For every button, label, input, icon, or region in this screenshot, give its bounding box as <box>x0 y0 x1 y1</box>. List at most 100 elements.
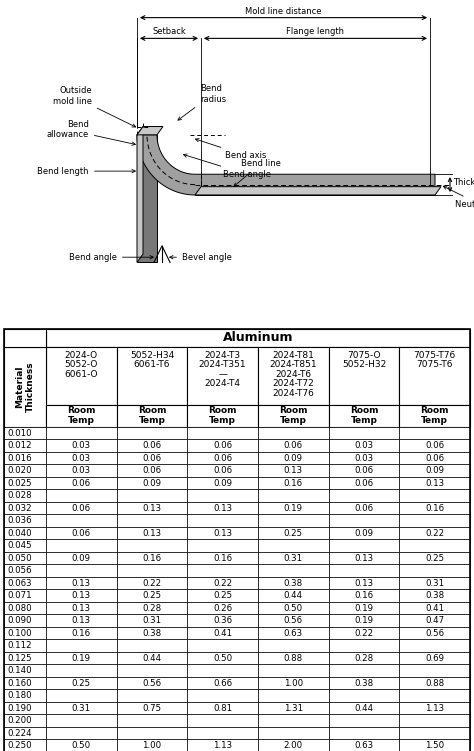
Bar <box>117 405 187 427</box>
Text: 0.31: 0.31 <box>284 553 303 562</box>
Bar <box>117 490 187 502</box>
Bar <box>4 702 46 714</box>
Bar <box>258 514 328 527</box>
Bar <box>399 405 470 427</box>
Bar <box>117 665 187 677</box>
Text: 0.66: 0.66 <box>213 679 232 688</box>
Text: Bend axis: Bend axis <box>196 138 266 160</box>
Bar <box>187 464 258 477</box>
Bar <box>117 347 187 405</box>
Text: 5052-H32: 5052-H32 <box>342 360 386 369</box>
Bar <box>46 427 117 439</box>
Bar <box>399 552 470 564</box>
Text: 0.75: 0.75 <box>143 704 162 713</box>
Bar <box>258 427 328 439</box>
Text: 0.22: 0.22 <box>143 578 162 587</box>
Text: 0.16: 0.16 <box>72 629 91 638</box>
Bar <box>399 627 470 639</box>
Text: 2024-T72: 2024-T72 <box>273 379 314 388</box>
Bar <box>187 539 258 552</box>
Bar <box>187 477 258 490</box>
Text: 2024-T4: 2024-T4 <box>205 379 241 388</box>
Bar <box>4 677 46 689</box>
Text: 0.22: 0.22 <box>425 529 444 538</box>
Bar <box>328 347 399 405</box>
Bar <box>328 527 399 539</box>
Bar <box>258 564 328 577</box>
Text: 0.31: 0.31 <box>425 578 444 587</box>
Text: 5052-H34: 5052-H34 <box>130 351 174 360</box>
Text: 0.06: 0.06 <box>72 478 91 487</box>
Text: Room
Temp: Room Temp <box>279 406 308 426</box>
Bar <box>117 527 187 539</box>
Bar <box>258 689 328 702</box>
Text: 1.00: 1.00 <box>284 679 303 688</box>
Text: 0.41: 0.41 <box>425 604 444 613</box>
Text: 0.22: 0.22 <box>355 629 374 638</box>
Bar <box>117 740 187 751</box>
Text: 0.180: 0.180 <box>7 691 32 700</box>
Bar <box>117 627 187 639</box>
Text: 1.50: 1.50 <box>425 741 444 750</box>
Text: 0.63: 0.63 <box>284 629 303 638</box>
Bar <box>117 514 187 527</box>
Text: 0.06: 0.06 <box>213 466 232 475</box>
Text: 0.06: 0.06 <box>284 441 303 450</box>
Bar <box>258 702 328 714</box>
Text: 5052-O: 5052-O <box>64 360 98 369</box>
Text: 0.036: 0.036 <box>7 516 32 525</box>
Bar <box>187 639 258 652</box>
Bar <box>399 577 470 590</box>
Text: 2024-T76: 2024-T76 <box>273 389 314 398</box>
Bar <box>399 639 470 652</box>
Bar <box>328 590 399 602</box>
Bar <box>187 405 258 427</box>
Text: 0.03: 0.03 <box>72 466 91 475</box>
Bar <box>328 677 399 689</box>
Bar <box>258 714 328 727</box>
Bar <box>117 477 187 490</box>
Bar <box>4 527 46 539</box>
Text: 0.28: 0.28 <box>143 604 162 613</box>
Bar <box>46 514 117 527</box>
Bar <box>117 727 187 740</box>
Text: 0.040: 0.040 <box>7 529 32 538</box>
Text: 0.13: 0.13 <box>284 466 303 475</box>
Text: 0.22: 0.22 <box>213 578 232 587</box>
Text: 0.13: 0.13 <box>72 591 91 600</box>
Bar <box>4 347 46 427</box>
Text: 0.38: 0.38 <box>284 578 303 587</box>
Bar <box>399 452 470 464</box>
Bar <box>258 727 328 740</box>
Text: 0.080: 0.080 <box>7 604 32 613</box>
Text: Bend length: Bend length <box>37 167 135 176</box>
Text: 0.16: 0.16 <box>425 504 444 513</box>
Bar <box>4 552 46 564</box>
Text: 0.13: 0.13 <box>425 478 444 487</box>
Text: 0.06: 0.06 <box>355 466 374 475</box>
Bar <box>328 427 399 439</box>
Bar <box>399 702 470 714</box>
Bar <box>328 639 399 652</box>
Bar <box>117 502 187 514</box>
Text: 6061-T6: 6061-T6 <box>134 360 170 369</box>
Bar <box>328 514 399 527</box>
Text: Room
Temp: Room Temp <box>209 406 237 426</box>
Text: 2024-T351: 2024-T351 <box>199 360 246 369</box>
Bar <box>399 564 470 577</box>
Bar <box>258 652 328 665</box>
Bar <box>46 627 117 639</box>
Text: 0.56: 0.56 <box>284 616 303 625</box>
Bar <box>187 689 258 702</box>
Text: Neutral axis: Neutral axis <box>443 186 474 210</box>
Text: 0.06: 0.06 <box>143 441 162 450</box>
Bar <box>4 477 46 490</box>
Bar <box>46 452 117 464</box>
Bar <box>117 614 187 627</box>
Text: Bend angle: Bend angle <box>183 154 271 179</box>
Bar <box>328 405 399 427</box>
Bar <box>328 614 399 627</box>
Text: 0.06: 0.06 <box>213 441 232 450</box>
Bar <box>4 714 46 727</box>
Bar <box>117 602 187 614</box>
